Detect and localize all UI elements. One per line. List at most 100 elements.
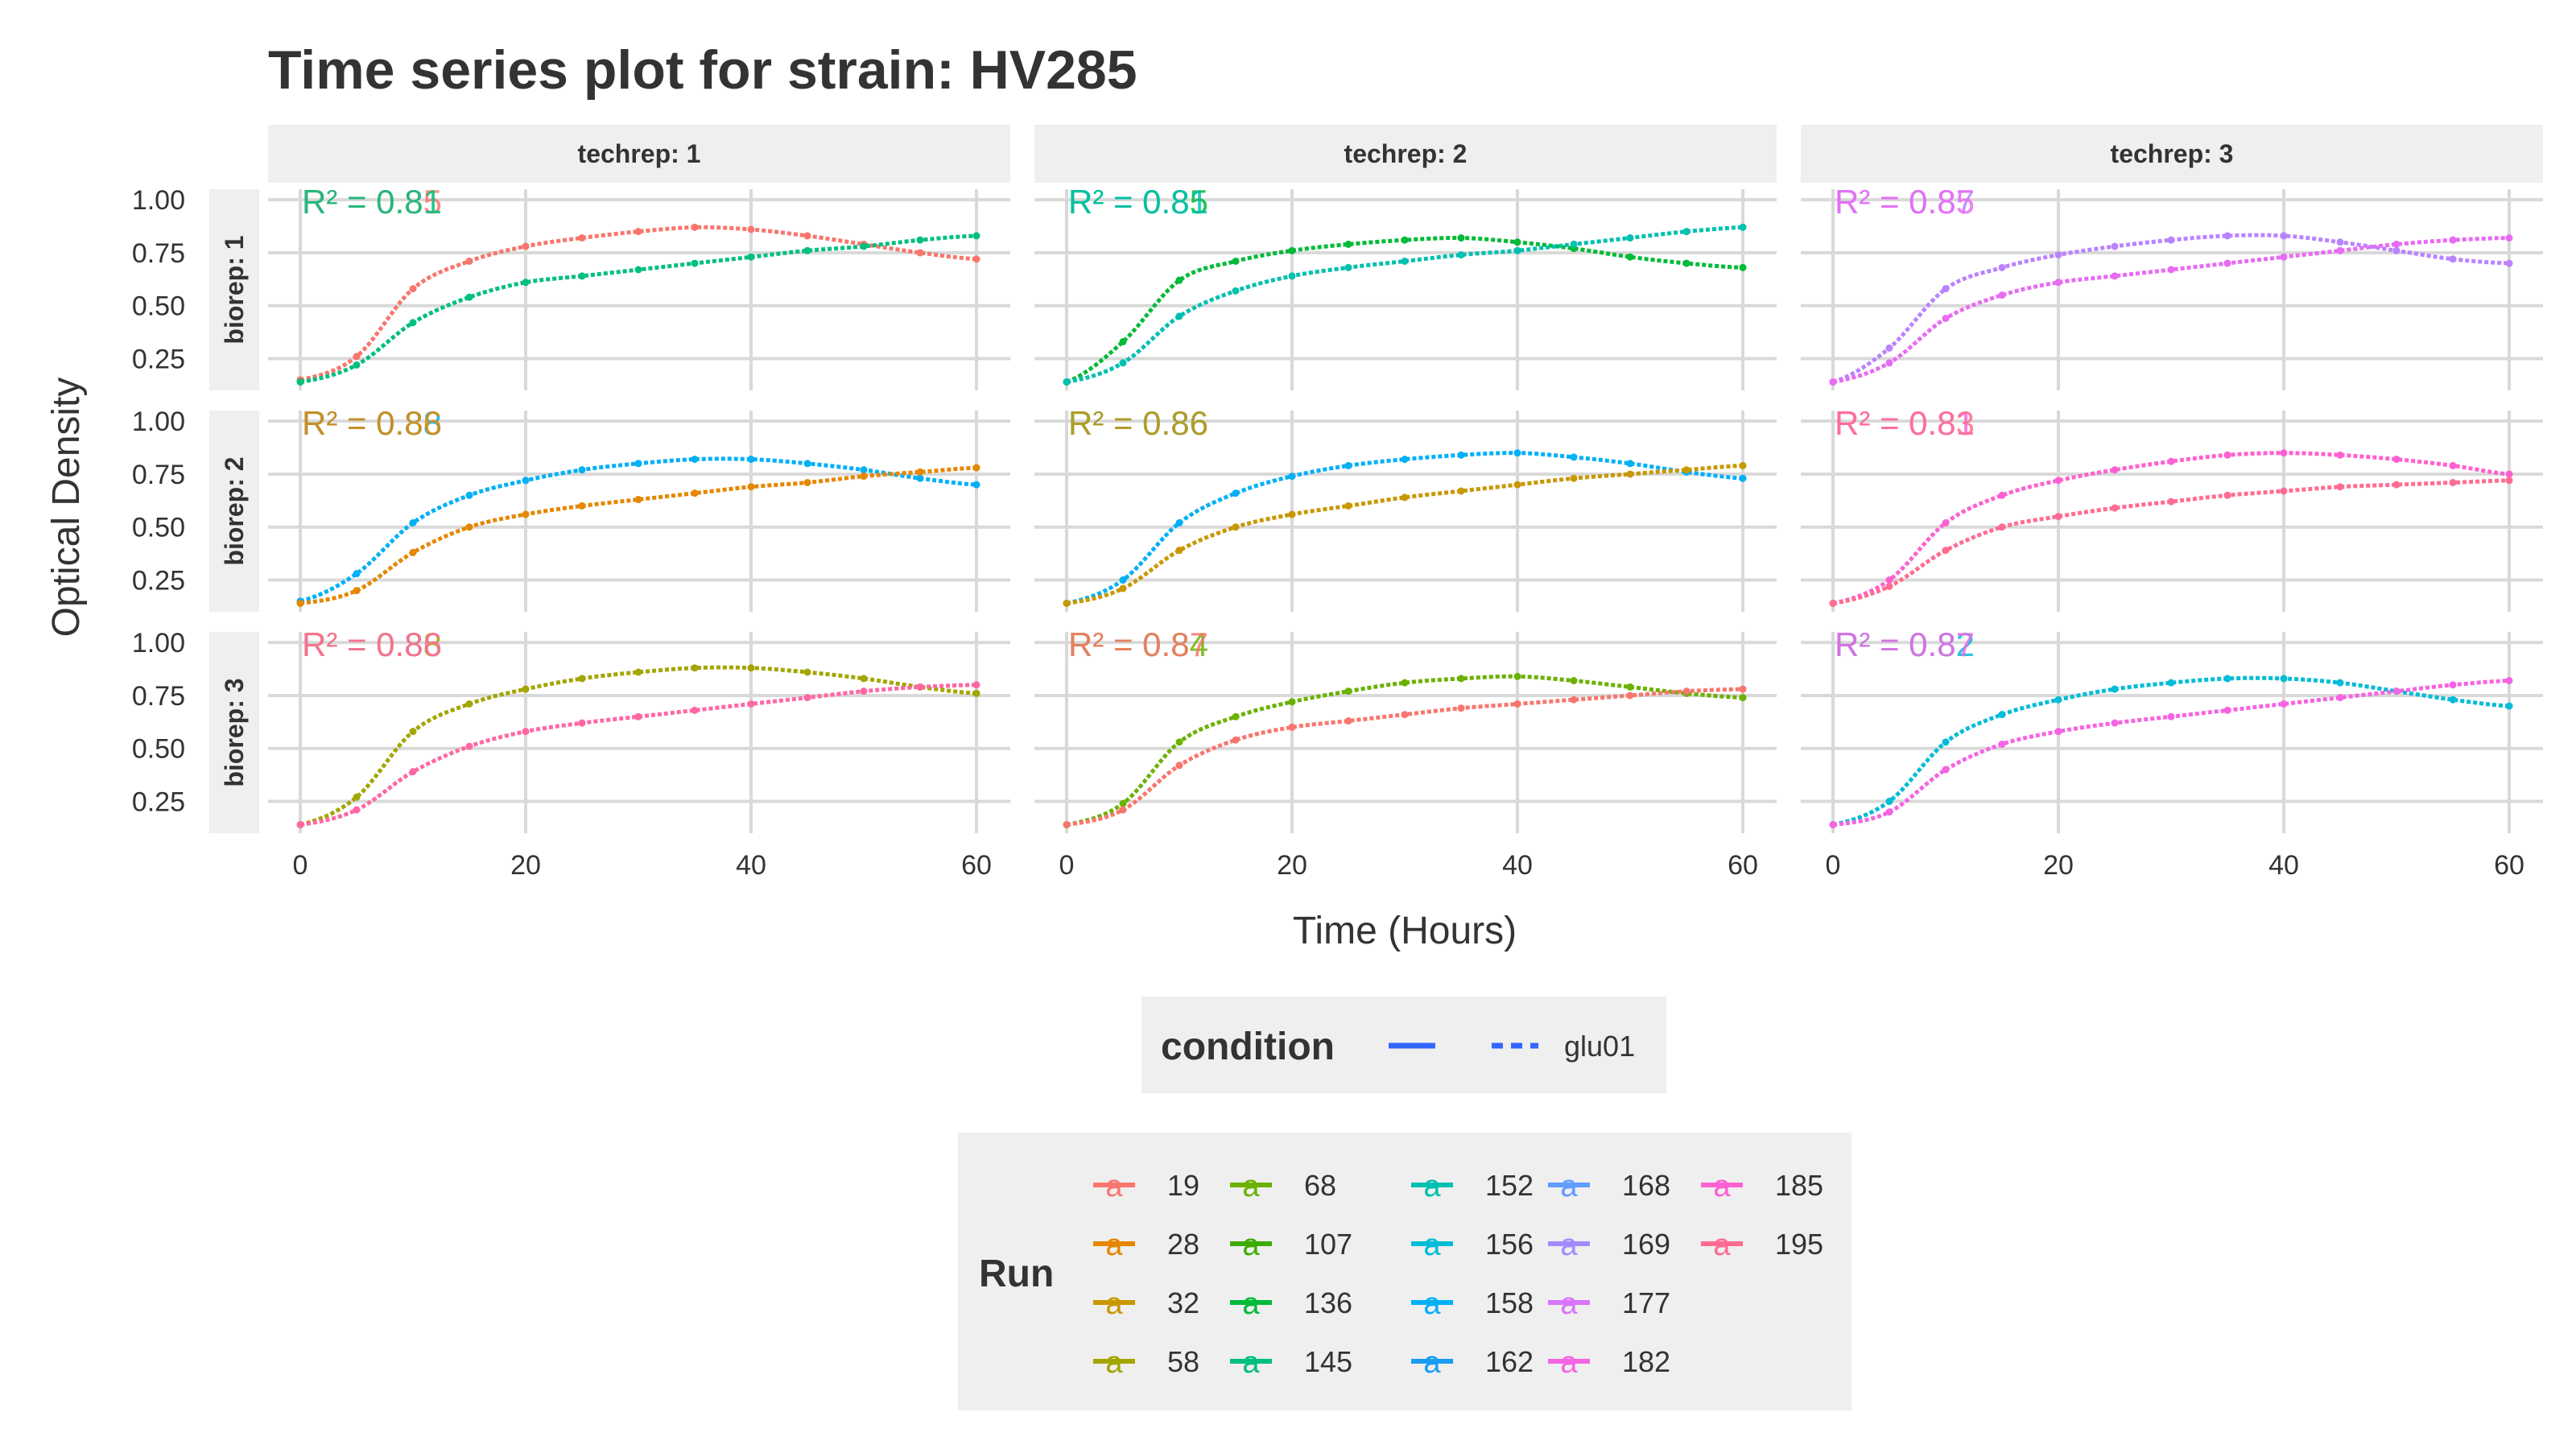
- data-point: [2054, 728, 2062, 736]
- data-point: [522, 477, 530, 485]
- run-legend-key-glyph: a: [1423, 1228, 1441, 1262]
- data-point: [522, 279, 530, 287]
- data-point: [1885, 344, 1893, 352]
- run-legend-item: a 28: [1093, 1228, 1199, 1262]
- facet-panel-grid: [1034, 411, 1777, 612]
- data-point: [409, 548, 417, 556]
- data-point: [747, 456, 755, 464]
- run-legend-key-glyph: a: [1713, 1228, 1731, 1262]
- facet-column-label: techrep: 1: [578, 139, 701, 168]
- data-point: [465, 257, 473, 265]
- data-point: [2449, 255, 2457, 263]
- data-point: [1885, 582, 1893, 590]
- data-point: [1739, 694, 1747, 702]
- y-tick-label: 0.25: [132, 787, 185, 818]
- data-point: [803, 460, 811, 468]
- r-squared-label: R² = 0.87: [1068, 625, 1208, 663]
- data-point: [2280, 232, 2288, 240]
- y-axis-title: Optical Density: [45, 378, 88, 638]
- run-legend-key-glyph: a: [1423, 1346, 1441, 1380]
- data-point: [691, 456, 699, 464]
- data-point: [353, 587, 361, 595]
- data-point: [1288, 723, 1296, 731]
- data-point: [1288, 272, 1296, 280]
- data-point: [1942, 518, 1950, 526]
- data-point: [409, 518, 417, 526]
- data-point: [691, 259, 699, 267]
- x-tick-label: 0: [1059, 850, 1075, 881]
- r-squared-label: R² = 0.81: [1068, 183, 1208, 221]
- data-point: [1942, 315, 1950, 323]
- data-point: [2336, 679, 2344, 687]
- data-point: [409, 319, 417, 327]
- data-point: [1288, 473, 1296, 481]
- data-point: [860, 687, 868, 696]
- series-run-182: R² = 0.87: [1063, 625, 1747, 828]
- run-legend-item: a 19: [1093, 1169, 1199, 1203]
- data-point: [1063, 599, 1071, 607]
- run-legend-label: 32: [1167, 1286, 1199, 1319]
- facet-panel-grid: [268, 632, 1010, 833]
- run-legend-item: a 195: [1701, 1228, 1823, 1262]
- series-run-168: R² = 0.85: [1829, 183, 2513, 386]
- run-legend-label: 158: [1485, 1286, 1534, 1319]
- data-point: [1232, 736, 1240, 744]
- run-legend-label: 107: [1304, 1228, 1352, 1261]
- data-point: [522, 728, 530, 736]
- data-point: [747, 483, 755, 491]
- data-point: [1682, 228, 1690, 236]
- x-tick-label: 40: [736, 850, 766, 881]
- data-point: [465, 523, 473, 531]
- run-legend-box: [958, 1133, 1852, 1410]
- data-point: [1513, 700, 1521, 708]
- series-run-68: R² = 0.84: [1063, 625, 1747, 828]
- data-point: [1998, 263, 2006, 271]
- series-run-195: R² = 0.83: [1829, 404, 2513, 607]
- data-point: [2505, 259, 2513, 267]
- run-legend-label: 169: [1622, 1228, 1670, 1261]
- x-axis-title: Time (Hours): [1293, 910, 1517, 952]
- data-point: [522, 685, 530, 693]
- facet-strip-row: [209, 189, 259, 390]
- data-point: [353, 570, 361, 578]
- data-point: [1570, 453, 1578, 461]
- series-line: [299, 225, 977, 382]
- data-point: [2054, 513, 2062, 521]
- data-point: [1175, 547, 1183, 555]
- facet-strip-column: [268, 125, 1010, 183]
- data-point: [1232, 712, 1240, 720]
- run-legend-label: 28: [1167, 1228, 1199, 1261]
- facet-panel-grid: [268, 189, 1010, 390]
- data-point: [1232, 287, 1240, 295]
- run-legend-key-glyph: a: [1105, 1170, 1123, 1203]
- data-point: [1232, 489, 1240, 497]
- data-point: [634, 712, 642, 720]
- y-tick-label: 0.25: [132, 345, 185, 375]
- data-point: [1626, 460, 1634, 468]
- data-point: [2280, 675, 2288, 683]
- data-point: [916, 236, 924, 244]
- data-point: [1885, 798, 1893, 806]
- facet-strip-row: [209, 411, 259, 612]
- data-point: [2392, 687, 2401, 696]
- run-legend-key-glyph: a: [1242, 1346, 1260, 1380]
- facet-strip-row: [209, 632, 259, 833]
- data-point: [1942, 738, 1950, 746]
- data-point: [1513, 672, 1521, 680]
- data-point: [1457, 675, 1465, 683]
- data-point: [1885, 576, 1893, 584]
- data-point: [972, 681, 980, 689]
- data-point: [972, 232, 980, 240]
- data-point: [634, 668, 642, 676]
- data-point: [2449, 478, 2457, 486]
- data-point: [1998, 491, 2006, 499]
- data-point: [1513, 246, 1521, 254]
- chart-title: Time series plot for strain: HV285: [268, 39, 1137, 101]
- data-point: [691, 489, 699, 497]
- data-point: [578, 234, 586, 242]
- data-point: [2223, 451, 2231, 459]
- y-tick-label: 0.75: [132, 460, 185, 490]
- data-point: [2167, 236, 2175, 244]
